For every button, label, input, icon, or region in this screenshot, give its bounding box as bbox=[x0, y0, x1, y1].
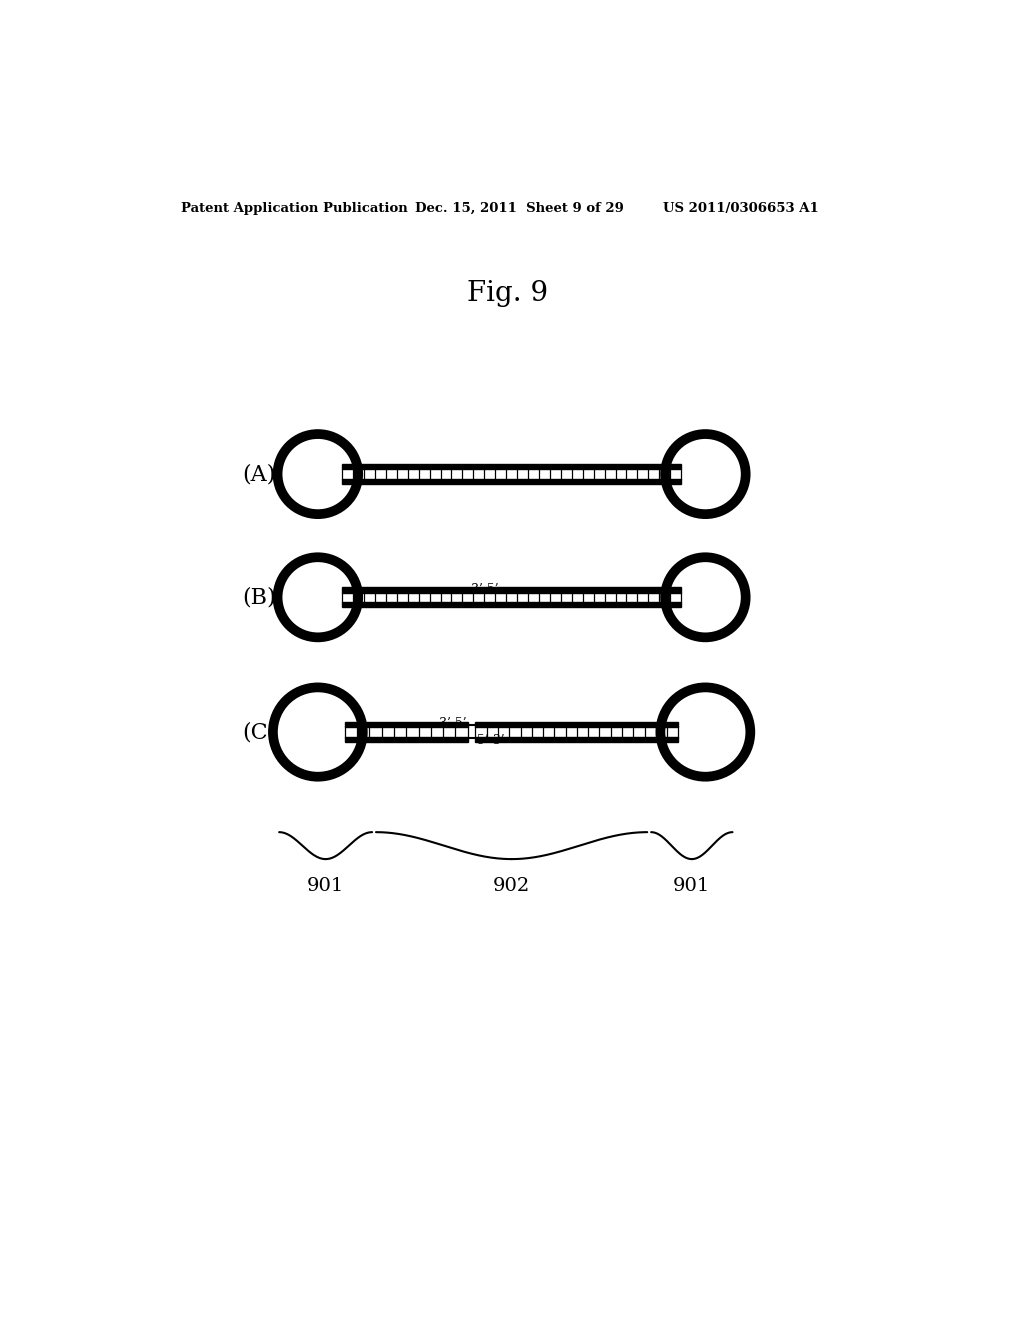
Text: Patent Application Publication: Patent Application Publication bbox=[180, 202, 408, 215]
Bar bbox=[475, 737, 679, 742]
Bar bbox=[342, 587, 681, 593]
Bar bbox=[475, 722, 679, 727]
Text: 902: 902 bbox=[493, 876, 530, 895]
Text: (A): (A) bbox=[243, 463, 276, 486]
Bar bbox=[345, 737, 468, 742]
Bar bbox=[342, 465, 681, 470]
Bar bbox=[345, 722, 468, 727]
Text: Dec. 15, 2011  Sheet 9 of 29: Dec. 15, 2011 Sheet 9 of 29 bbox=[415, 202, 624, 215]
Text: 901: 901 bbox=[673, 876, 711, 895]
Text: (C): (C) bbox=[243, 721, 278, 743]
Bar bbox=[342, 602, 681, 607]
Text: 3’ 5’: 3’ 5’ bbox=[438, 717, 466, 730]
Text: Fig. 9: Fig. 9 bbox=[467, 280, 548, 306]
Bar bbox=[342, 479, 681, 484]
Text: 3’ 5’: 3’ 5’ bbox=[471, 582, 499, 595]
Text: 5’ 3’: 5’ 3’ bbox=[477, 734, 505, 747]
Text: 901: 901 bbox=[307, 876, 344, 895]
Text: (B): (B) bbox=[243, 586, 276, 609]
Text: US 2011/0306653 A1: US 2011/0306653 A1 bbox=[663, 202, 818, 215]
